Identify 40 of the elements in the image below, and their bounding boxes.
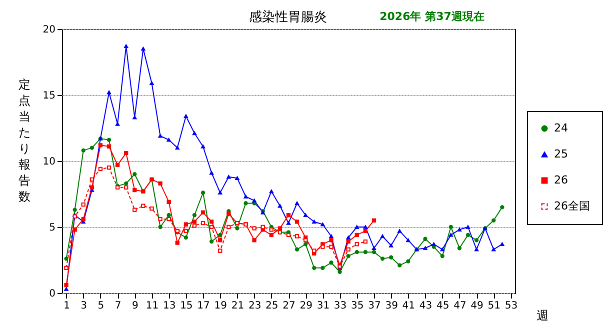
- x-tick-label: 39: [385, 300, 398, 312]
- y-tick-label: 10: [42, 156, 56, 168]
- x-tick-label: 9: [132, 300, 138, 312]
- x-tick-label: 5: [98, 300, 104, 312]
- x-tick-label: 51: [488, 300, 500, 312]
- x-tick-label: 21: [231, 300, 244, 312]
- y-tick-label: 20: [42, 24, 56, 36]
- y-axis-title: 定点当たり報告数: [18, 78, 30, 204]
- x-tick-label: 53: [504, 300, 518, 312]
- x-tick-label: 47: [454, 300, 466, 312]
- y-tick-label: 15: [42, 90, 56, 102]
- x-tick-label: 33: [334, 300, 347, 312]
- legend-label: 26全国: [554, 200, 590, 212]
- x-tick-label: 37: [368, 300, 381, 312]
- legend-label: 26: [554, 174, 568, 186]
- chart-subtitle: 2026年 第37週現在: [380, 10, 484, 23]
- x-tick-label: 43: [419, 300, 432, 312]
- chart-title: 感染性胃腸炎: [249, 10, 327, 25]
- x-tick-label: 3: [80, 300, 88, 312]
- x-tick-label: 27: [282, 300, 296, 312]
- x-tick-label: 1: [64, 300, 70, 312]
- x-tick-label: 7: [114, 300, 122, 312]
- x-tick-label: 41: [402, 300, 416, 312]
- y-tick-label: 0: [49, 288, 56, 300]
- x-axis-title: 週: [536, 308, 548, 322]
- x-tick-label: 11: [146, 300, 159, 312]
- x-tick-label: 31: [316, 300, 330, 312]
- x-tick-label: 29: [300, 300, 312, 312]
- legend-label: 24: [554, 122, 568, 134]
- x-tick-label: 35: [351, 300, 364, 312]
- x-tick-label: 23: [248, 300, 262, 312]
- x-tick-label: 45: [436, 300, 450, 312]
- x-tick-label: 15: [180, 300, 193, 312]
- x-tick-label: 49: [470, 300, 484, 312]
- legend-label: 25: [554, 148, 568, 160]
- x-tick-label: 25: [266, 300, 278, 312]
- y-tick-label: 5: [49, 222, 56, 234]
- x-tick-label: 13: [162, 300, 176, 312]
- x-tick-label: 17: [197, 300, 210, 312]
- x-tick-label: 19: [214, 300, 227, 312]
